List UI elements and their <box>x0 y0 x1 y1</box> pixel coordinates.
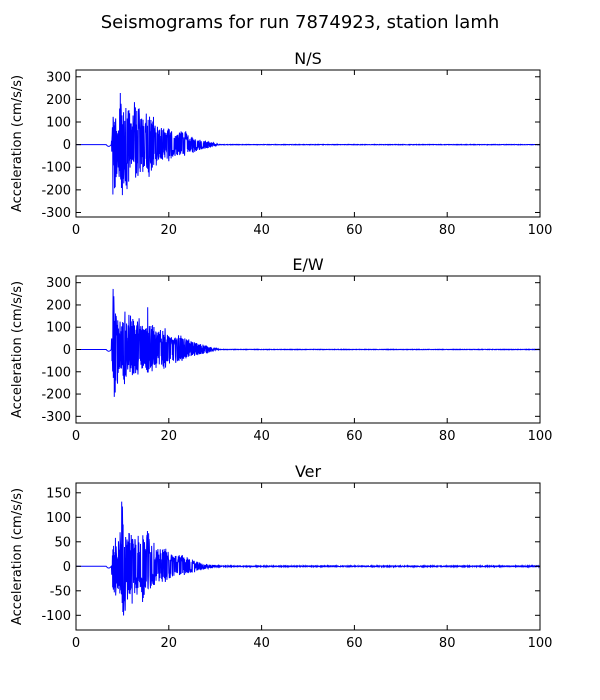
plot-frame <box>75 482 541 631</box>
y-tick-label: -200 <box>41 183 71 198</box>
x-tick-label: 60 <box>346 429 363 444</box>
x-tick-label: 20 <box>161 223 178 238</box>
y-tick-label: -300 <box>41 206 71 221</box>
panel-2: E/W Acceleration (cm/s/s) 0 20 40 60 80 100 300 2… <box>10 255 552 444</box>
x-tick-label: 0 <box>72 223 80 238</box>
y-tick-label: -100 <box>41 365 71 380</box>
panel-title: N/S <box>294 49 322 68</box>
y-tick-label: 100 <box>46 511 71 526</box>
y-tick-label: 100 <box>46 321 71 336</box>
y-tick-label: 200 <box>46 93 71 108</box>
x-tick-label: 100 <box>528 636 553 651</box>
panel-3: Ver Acceleration (cm/s/s) 0 20 40 60 80 100 150 1… <box>10 462 552 651</box>
plot-frame <box>75 69 541 218</box>
x-tick-label: 0 <box>72 429 80 444</box>
y-tick-label: 0 <box>63 560 71 575</box>
waveform-line <box>76 93 541 196</box>
y-tick-label: 300 <box>46 276 71 291</box>
y-tick-label: -200 <box>41 388 71 403</box>
x-tick-label: 80 <box>439 636 456 651</box>
panel-title: Ver <box>295 462 322 481</box>
x-tick-label: 20 <box>161 429 178 444</box>
figure-title: Seismograms for run 7874923, station lam… <box>101 12 500 33</box>
x-tick-label: 60 <box>346 223 363 238</box>
y-tick-label: -300 <box>41 410 71 425</box>
panels-group: N/S Acceleration (cm/s/s) 0 20 40 60 80 100 300 2… <box>10 49 552 651</box>
x-tick-label: 40 <box>253 429 270 444</box>
y-tick-label: -100 <box>41 609 71 624</box>
y-tick-label: 0 <box>63 138 71 153</box>
y-tick-label: 200 <box>46 298 71 313</box>
y-axis-label: Acceleration (cm/s/s) <box>10 281 25 418</box>
x-tick-label: 80 <box>439 223 456 238</box>
x-tick-label: 60 <box>346 636 363 651</box>
panel-1: N/S Acceleration (cm/s/s) 0 20 40 60 80 100 300 2… <box>10 49 552 238</box>
x-tick-label: 40 <box>253 223 270 238</box>
y-tick-label: -100 <box>41 161 71 176</box>
x-tick-label: 100 <box>528 429 553 444</box>
x-tick-label: 0 <box>72 636 80 651</box>
y-tick-label: 100 <box>46 116 71 131</box>
x-tick-label: 40 <box>253 636 270 651</box>
x-tick-label: 80 <box>439 429 456 444</box>
y-axis-label: Acceleration (cm/s/s) <box>10 488 25 625</box>
panel-title: E/W <box>292 255 324 274</box>
y-axis-label: Acceleration (cm/s/s) <box>10 75 25 212</box>
y-tick-label: 50 <box>54 535 71 550</box>
y-tick-label: -50 <box>50 584 71 599</box>
x-tick-label: 100 <box>528 223 553 238</box>
y-tick-label: 0 <box>63 343 71 358</box>
y-tick-label: 150 <box>46 486 71 501</box>
y-tick-label: 300 <box>46 70 71 85</box>
x-tick-label: 20 <box>161 636 178 651</box>
waveform-line <box>76 501 541 616</box>
waveform-line <box>76 288 541 397</box>
